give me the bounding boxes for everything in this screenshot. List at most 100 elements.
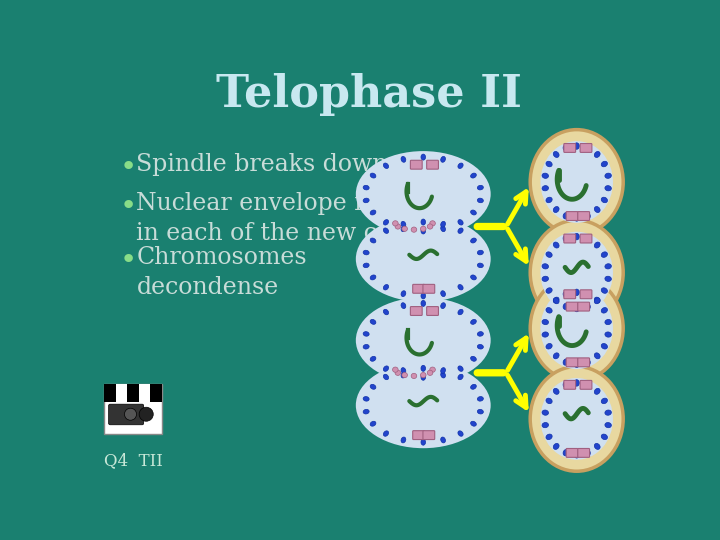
Ellipse shape bbox=[574, 215, 580, 221]
Text: •: • bbox=[120, 246, 137, 274]
Ellipse shape bbox=[605, 186, 611, 191]
Ellipse shape bbox=[383, 163, 389, 168]
Ellipse shape bbox=[574, 233, 580, 240]
Ellipse shape bbox=[383, 228, 389, 233]
Ellipse shape bbox=[356, 298, 490, 383]
Ellipse shape bbox=[601, 252, 608, 258]
Ellipse shape bbox=[477, 332, 483, 336]
Ellipse shape bbox=[594, 242, 600, 248]
Ellipse shape bbox=[402, 373, 408, 377]
Ellipse shape bbox=[401, 303, 406, 308]
Ellipse shape bbox=[477, 263, 483, 268]
Ellipse shape bbox=[553, 242, 559, 248]
Ellipse shape bbox=[601, 398, 608, 404]
Ellipse shape bbox=[542, 422, 549, 428]
Ellipse shape bbox=[383, 309, 389, 315]
Ellipse shape bbox=[585, 292, 590, 298]
FancyBboxPatch shape bbox=[580, 290, 592, 299]
Ellipse shape bbox=[363, 409, 369, 414]
Ellipse shape bbox=[553, 297, 559, 303]
Ellipse shape bbox=[458, 163, 463, 168]
Ellipse shape bbox=[395, 370, 400, 375]
Ellipse shape bbox=[392, 221, 398, 226]
FancyBboxPatch shape bbox=[427, 160, 438, 169]
Ellipse shape bbox=[542, 276, 549, 281]
Ellipse shape bbox=[401, 291, 406, 296]
Bar bbox=[150, 384, 162, 402]
Ellipse shape bbox=[383, 285, 389, 290]
Ellipse shape bbox=[421, 439, 426, 445]
FancyBboxPatch shape bbox=[577, 212, 590, 220]
Ellipse shape bbox=[420, 373, 426, 377]
Ellipse shape bbox=[402, 226, 408, 232]
Ellipse shape bbox=[605, 276, 611, 281]
Ellipse shape bbox=[574, 380, 580, 386]
Ellipse shape bbox=[605, 410, 611, 415]
Ellipse shape bbox=[441, 221, 446, 227]
FancyBboxPatch shape bbox=[566, 449, 578, 457]
Text: Nuclear envelope forms
in each of the new cells: Nuclear envelope forms in each of the ne… bbox=[137, 192, 424, 245]
Ellipse shape bbox=[370, 275, 376, 280]
Ellipse shape bbox=[546, 252, 552, 258]
FancyBboxPatch shape bbox=[566, 212, 578, 220]
Ellipse shape bbox=[563, 145, 569, 151]
Ellipse shape bbox=[542, 264, 549, 269]
Ellipse shape bbox=[401, 368, 406, 374]
Ellipse shape bbox=[601, 161, 608, 167]
Ellipse shape bbox=[605, 264, 611, 269]
Ellipse shape bbox=[421, 374, 426, 380]
Ellipse shape bbox=[563, 359, 569, 365]
Circle shape bbox=[139, 407, 153, 421]
Ellipse shape bbox=[401, 372, 406, 378]
Ellipse shape bbox=[401, 157, 406, 162]
Ellipse shape bbox=[574, 289, 580, 295]
Ellipse shape bbox=[370, 384, 376, 389]
Ellipse shape bbox=[395, 224, 400, 229]
FancyBboxPatch shape bbox=[423, 431, 435, 440]
Ellipse shape bbox=[546, 161, 552, 167]
Ellipse shape bbox=[458, 309, 463, 315]
FancyBboxPatch shape bbox=[580, 234, 592, 243]
Ellipse shape bbox=[553, 152, 559, 158]
Ellipse shape bbox=[441, 303, 446, 308]
FancyBboxPatch shape bbox=[413, 431, 425, 440]
Text: Chromosomes
decondense: Chromosomes decondense bbox=[137, 246, 307, 299]
Ellipse shape bbox=[601, 434, 608, 440]
Ellipse shape bbox=[379, 165, 467, 223]
Ellipse shape bbox=[363, 185, 369, 190]
Ellipse shape bbox=[563, 292, 569, 298]
Ellipse shape bbox=[563, 449, 569, 456]
Ellipse shape bbox=[363, 396, 369, 401]
Ellipse shape bbox=[585, 235, 590, 242]
Ellipse shape bbox=[601, 343, 608, 349]
Ellipse shape bbox=[430, 367, 436, 372]
Ellipse shape bbox=[356, 151, 490, 237]
Ellipse shape bbox=[477, 185, 483, 190]
FancyBboxPatch shape bbox=[577, 449, 590, 457]
Ellipse shape bbox=[542, 173, 549, 178]
Ellipse shape bbox=[530, 367, 624, 471]
Ellipse shape bbox=[553, 443, 559, 449]
Ellipse shape bbox=[541, 287, 613, 369]
FancyBboxPatch shape bbox=[423, 285, 435, 293]
Ellipse shape bbox=[585, 359, 590, 365]
Ellipse shape bbox=[363, 345, 369, 349]
Ellipse shape bbox=[594, 353, 600, 359]
Ellipse shape bbox=[370, 210, 376, 215]
Ellipse shape bbox=[477, 409, 483, 414]
FancyBboxPatch shape bbox=[427, 307, 438, 315]
Ellipse shape bbox=[574, 143, 580, 149]
Ellipse shape bbox=[370, 173, 376, 178]
Ellipse shape bbox=[441, 291, 446, 296]
Ellipse shape bbox=[370, 320, 376, 325]
Ellipse shape bbox=[541, 232, 613, 313]
Ellipse shape bbox=[471, 173, 477, 178]
Ellipse shape bbox=[363, 332, 369, 336]
Ellipse shape bbox=[601, 288, 608, 293]
Ellipse shape bbox=[530, 130, 624, 234]
Ellipse shape bbox=[458, 374, 463, 380]
Ellipse shape bbox=[471, 210, 477, 215]
Ellipse shape bbox=[458, 285, 463, 290]
Ellipse shape bbox=[370, 238, 376, 243]
Ellipse shape bbox=[379, 376, 467, 434]
